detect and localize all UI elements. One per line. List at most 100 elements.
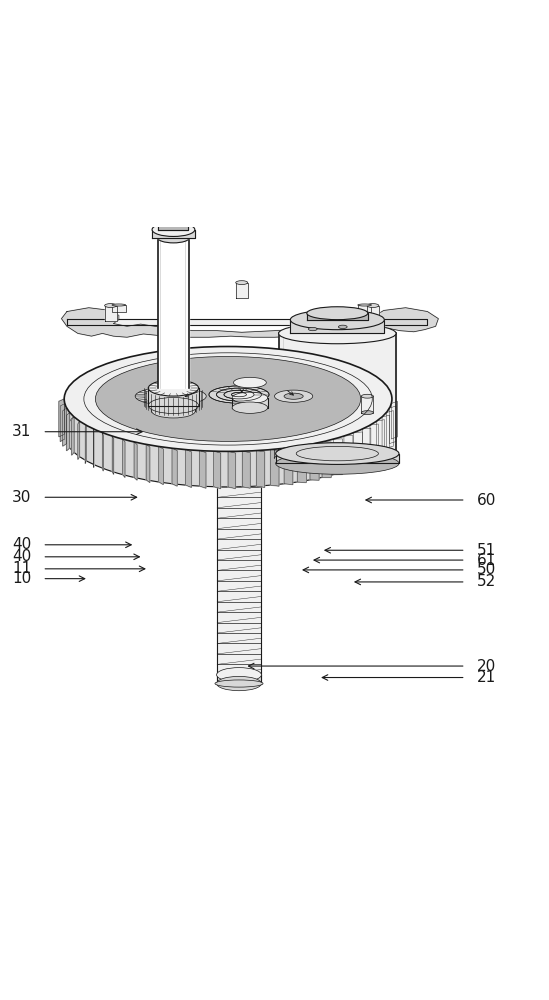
Polygon shape (105, 306, 116, 321)
Polygon shape (152, 399, 195, 411)
Polygon shape (186, 450, 192, 487)
Polygon shape (391, 401, 397, 439)
Ellipse shape (152, 392, 195, 406)
Polygon shape (214, 451, 221, 489)
Polygon shape (344, 436, 353, 472)
Polygon shape (382, 415, 390, 452)
Polygon shape (152, 230, 195, 238)
Ellipse shape (367, 304, 379, 307)
Ellipse shape (307, 307, 368, 320)
Polygon shape (132, 396, 144, 413)
Text: 52: 52 (477, 574, 496, 589)
Ellipse shape (236, 281, 248, 285)
Ellipse shape (148, 397, 199, 414)
Polygon shape (242, 451, 250, 488)
Ellipse shape (169, 215, 178, 219)
Polygon shape (256, 451, 265, 487)
Polygon shape (71, 417, 74, 455)
Text: 31: 31 (12, 424, 31, 439)
Text: 20: 20 (477, 659, 496, 674)
Polygon shape (63, 408, 66, 446)
Text: 11: 11 (12, 561, 31, 576)
Polygon shape (377, 420, 384, 457)
Ellipse shape (361, 411, 373, 415)
Ellipse shape (361, 394, 373, 398)
Polygon shape (228, 451, 236, 489)
Bar (112, 305, 126, 312)
Ellipse shape (105, 304, 116, 307)
Polygon shape (159, 446, 163, 485)
Ellipse shape (309, 327, 317, 331)
Polygon shape (310, 444, 319, 480)
Polygon shape (386, 411, 394, 448)
Polygon shape (78, 421, 80, 459)
Polygon shape (150, 388, 197, 404)
Ellipse shape (232, 402, 268, 413)
Polygon shape (333, 439, 343, 475)
Ellipse shape (152, 404, 195, 418)
Polygon shape (200, 451, 206, 488)
Ellipse shape (159, 215, 188, 225)
Polygon shape (158, 238, 189, 388)
Text: 21: 21 (477, 670, 496, 685)
Text: 10: 10 (12, 571, 31, 586)
Bar (358, 305, 372, 312)
Polygon shape (148, 388, 199, 406)
Text: 50: 50 (477, 562, 496, 577)
Ellipse shape (152, 223, 195, 236)
Polygon shape (284, 448, 293, 485)
Polygon shape (146, 444, 150, 483)
Polygon shape (67, 319, 428, 325)
Ellipse shape (276, 453, 399, 474)
Ellipse shape (217, 668, 261, 682)
Ellipse shape (278, 443, 396, 464)
Polygon shape (217, 383, 261, 675)
Polygon shape (278, 333, 396, 454)
Polygon shape (85, 425, 86, 464)
Polygon shape (59, 399, 64, 437)
Text: 40: 40 (12, 549, 31, 564)
Text: 51: 51 (477, 543, 496, 558)
Ellipse shape (215, 680, 263, 687)
Polygon shape (217, 675, 261, 684)
Polygon shape (232, 398, 268, 408)
Polygon shape (271, 450, 279, 486)
Ellipse shape (232, 392, 268, 404)
Ellipse shape (274, 390, 313, 402)
Ellipse shape (233, 377, 266, 388)
Ellipse shape (217, 676, 261, 691)
Ellipse shape (64, 382, 392, 487)
Ellipse shape (209, 386, 269, 403)
Ellipse shape (96, 356, 361, 441)
Text: 40: 40 (12, 537, 31, 552)
Ellipse shape (338, 325, 347, 329)
Polygon shape (236, 283, 248, 298)
Polygon shape (172, 448, 177, 486)
Polygon shape (370, 424, 378, 461)
Polygon shape (276, 454, 399, 463)
Polygon shape (228, 383, 272, 402)
Ellipse shape (64, 347, 392, 451)
Ellipse shape (132, 411, 144, 415)
Polygon shape (60, 404, 65, 442)
Text: 61: 61 (477, 553, 496, 568)
Ellipse shape (148, 380, 199, 396)
Ellipse shape (278, 323, 396, 344)
Polygon shape (354, 432, 362, 468)
Polygon shape (367, 306, 379, 321)
Polygon shape (61, 308, 438, 337)
Polygon shape (66, 413, 70, 451)
Polygon shape (362, 428, 371, 465)
Ellipse shape (276, 443, 399, 464)
Polygon shape (134, 442, 137, 480)
Polygon shape (389, 406, 396, 444)
Polygon shape (64, 399, 392, 487)
Ellipse shape (290, 310, 384, 330)
Polygon shape (298, 446, 306, 483)
Ellipse shape (135, 387, 206, 405)
Ellipse shape (284, 393, 303, 399)
Polygon shape (112, 436, 114, 474)
Polygon shape (123, 439, 125, 477)
Polygon shape (307, 313, 368, 320)
Polygon shape (290, 320, 384, 333)
